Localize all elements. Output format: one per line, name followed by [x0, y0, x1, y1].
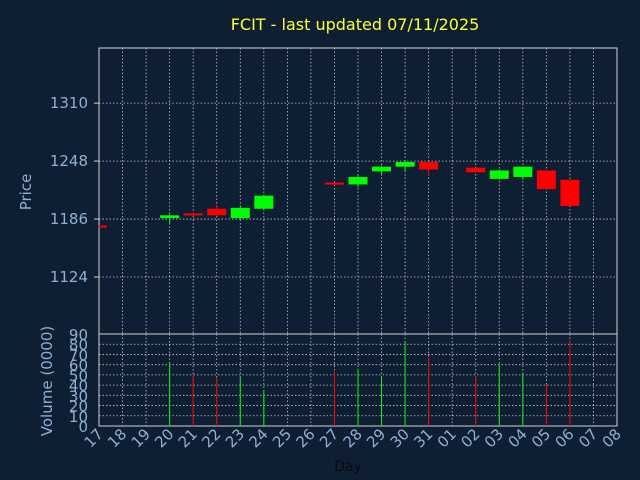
x-tick-label: 06	[552, 425, 578, 451]
candle-body	[254, 195, 274, 209]
candle-body	[513, 166, 533, 177]
volume-tick-label: 80	[69, 336, 88, 354]
volume-tick-label: 70	[69, 346, 88, 364]
x-tick-label: 18	[104, 425, 130, 451]
x-tick-label: 24	[245, 425, 271, 451]
candle-body	[395, 162, 415, 167]
volume-axis-label: Volume (0000)	[38, 326, 56, 436]
volume-tick-label: 20	[69, 398, 88, 416]
candle-body	[348, 176, 368, 185]
price-panel: 1124 1186 1248 1310	[50, 47, 618, 335]
x-tick-label: 05	[528, 425, 554, 451]
x-tick-label: 29	[363, 425, 389, 451]
candle-body	[207, 208, 227, 216]
candle-body	[466, 167, 486, 173]
candle-body	[560, 179, 580, 206]
x-tick-label: 07	[575, 425, 601, 451]
x-tick-label: 25	[269, 425, 295, 451]
volume-tick-label: 10	[69, 408, 88, 426]
volume-tick-label: 40	[69, 377, 88, 395]
x-tick-label: 22	[198, 425, 224, 451]
x-tick-label: 30	[387, 425, 413, 451]
x-tick-label: 08	[599, 425, 625, 451]
price-tick-label: 1124	[50, 268, 88, 286]
x-tick-label: 03	[481, 425, 507, 451]
price-tick-label: 1248	[50, 152, 88, 170]
candle-body	[536, 170, 556, 190]
x-axis: 1718192021222324252627282930310102030405…	[81, 425, 625, 451]
price-tick-label: 1310	[50, 94, 88, 112]
candle-body	[230, 207, 250, 219]
candle-body	[489, 170, 509, 179]
x-tick-label: 21	[175, 425, 201, 451]
x-tick-label: 19	[128, 425, 154, 451]
volume-tick-label: 60	[69, 357, 88, 375]
x-tick-label: 02	[457, 425, 483, 451]
volume-tick-label: 90	[69, 326, 88, 344]
candle-body	[372, 166, 392, 172]
x-tick-label: 01	[434, 425, 460, 451]
volume-tick-label: 30	[69, 387, 88, 405]
price-axis-label: Price	[17, 174, 35, 211]
x-axis-label: Day	[334, 459, 362, 475]
candle-body	[99, 225, 107, 228]
volume-tick-label: 0	[78, 418, 88, 436]
x-tick-label: 23	[222, 425, 248, 451]
candle-body	[183, 213, 203, 216]
volume-tick-label: 50	[69, 367, 88, 385]
x-tick-label: 26	[293, 425, 319, 451]
candle-body	[324, 182, 344, 185]
x-tick-label: 20	[151, 425, 177, 451]
chart-title: FCIT - last updated 07/11/2025	[231, 15, 480, 34]
candle-body	[160, 215, 180, 219]
x-tick-label: 28	[340, 425, 366, 451]
x-tick-label: 04	[504, 425, 530, 451]
x-tick-label: 31	[410, 425, 436, 451]
candle-body	[419, 162, 439, 170]
x-tick-label: 27	[316, 425, 342, 451]
price-tick-label: 1186	[50, 210, 88, 228]
